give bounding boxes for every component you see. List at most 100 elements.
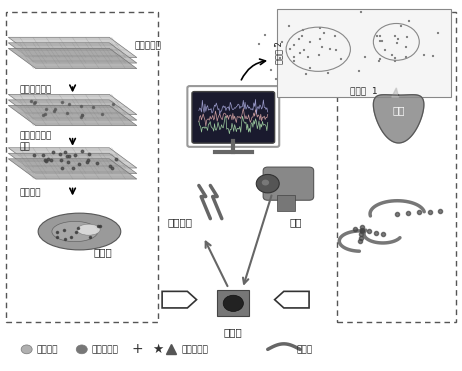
Point bbox=[430, 53, 437, 59]
Point bbox=[285, 23, 292, 29]
Point bbox=[302, 71, 310, 77]
Point bbox=[299, 27, 307, 33]
Point bbox=[379, 38, 386, 44]
Text: ★: ★ bbox=[152, 343, 163, 356]
Polygon shape bbox=[8, 48, 137, 69]
Point bbox=[356, 68, 363, 74]
Text: 纳米卷: 纳米卷 bbox=[296, 345, 312, 354]
Text: 传感器: 传感器 bbox=[224, 327, 243, 337]
Circle shape bbox=[76, 345, 87, 354]
Text: 超声成生纳米
颗粒: 超声成生纳米 颗粒 bbox=[20, 131, 52, 151]
Polygon shape bbox=[373, 95, 424, 143]
Text: 主成分 2: 主成分 2 bbox=[275, 42, 284, 65]
Polygon shape bbox=[8, 153, 137, 174]
Point bbox=[278, 39, 286, 45]
Text: +: + bbox=[131, 342, 143, 357]
Point bbox=[255, 42, 262, 47]
Circle shape bbox=[21, 345, 32, 354]
Point bbox=[332, 47, 340, 53]
Text: 纳米卷: 纳米卷 bbox=[93, 247, 112, 257]
Point bbox=[403, 34, 410, 40]
FancyBboxPatch shape bbox=[277, 9, 451, 97]
Point bbox=[318, 44, 325, 50]
Ellipse shape bbox=[38, 213, 121, 250]
Point bbox=[296, 50, 304, 56]
Point bbox=[405, 18, 412, 24]
Text: 拉曼信号: 拉曼信号 bbox=[168, 217, 193, 227]
Point bbox=[402, 55, 410, 60]
Point bbox=[338, 56, 345, 62]
Polygon shape bbox=[8, 105, 137, 126]
Point bbox=[300, 47, 308, 53]
Text: 主成分  1: 主成分 1 bbox=[350, 86, 378, 95]
Point bbox=[374, 33, 381, 39]
Point bbox=[327, 46, 334, 52]
FancyBboxPatch shape bbox=[263, 167, 314, 200]
Point bbox=[397, 23, 405, 29]
Point bbox=[276, 55, 284, 61]
Point bbox=[391, 58, 399, 64]
Text: 病症标志物: 病症标志物 bbox=[182, 345, 208, 354]
Point bbox=[272, 43, 279, 49]
Bar bbox=[277, 195, 295, 211]
Polygon shape bbox=[8, 100, 137, 120]
Polygon shape bbox=[8, 148, 137, 168]
Point bbox=[325, 70, 332, 76]
Point bbox=[295, 36, 303, 42]
Polygon shape bbox=[8, 159, 137, 179]
Circle shape bbox=[262, 180, 269, 186]
Point bbox=[320, 30, 328, 36]
Circle shape bbox=[223, 295, 243, 311]
Point bbox=[287, 46, 294, 52]
Point bbox=[375, 58, 383, 64]
Point bbox=[434, 30, 441, 36]
Point bbox=[291, 58, 298, 64]
Polygon shape bbox=[162, 291, 196, 308]
Point bbox=[420, 52, 428, 58]
Point bbox=[316, 36, 324, 42]
Point bbox=[391, 55, 399, 60]
Point bbox=[389, 52, 396, 58]
Point bbox=[331, 33, 338, 39]
Text: 吸附金属离子: 吸附金属离子 bbox=[20, 85, 52, 94]
Polygon shape bbox=[392, 88, 399, 97]
Point bbox=[358, 9, 365, 15]
Point bbox=[267, 68, 274, 73]
Point bbox=[377, 56, 384, 62]
Point bbox=[376, 38, 383, 44]
Point bbox=[402, 44, 409, 50]
Text: 金属纳米粒: 金属纳米粒 bbox=[92, 345, 119, 354]
Ellipse shape bbox=[52, 221, 98, 242]
Point bbox=[298, 33, 306, 39]
Point bbox=[272, 76, 280, 82]
Bar bbox=[217, 290, 249, 316]
Point bbox=[306, 39, 314, 45]
Ellipse shape bbox=[77, 224, 100, 235]
Point bbox=[393, 40, 400, 46]
Point bbox=[381, 47, 389, 53]
Circle shape bbox=[256, 174, 279, 193]
Point bbox=[391, 33, 398, 39]
Point bbox=[376, 33, 383, 39]
Polygon shape bbox=[8, 94, 137, 115]
Point bbox=[261, 32, 269, 37]
Text: 激光: 激光 bbox=[289, 217, 302, 227]
Polygon shape bbox=[274, 291, 309, 308]
Text: 金属离子: 金属离子 bbox=[37, 345, 58, 354]
Point bbox=[361, 54, 369, 60]
Point bbox=[317, 25, 324, 31]
Text: 唾液: 唾液 bbox=[392, 105, 405, 115]
FancyBboxPatch shape bbox=[192, 92, 274, 143]
FancyBboxPatch shape bbox=[337, 13, 456, 322]
Point bbox=[304, 54, 312, 60]
FancyBboxPatch shape bbox=[6, 13, 158, 322]
Point bbox=[394, 36, 401, 42]
Polygon shape bbox=[8, 37, 137, 58]
Point bbox=[290, 42, 298, 47]
Point bbox=[316, 52, 323, 58]
Text: 超声卷曲: 超声卷曲 bbox=[20, 188, 41, 197]
Text: 石墨烯材料: 石墨烯材料 bbox=[134, 41, 161, 50]
Point bbox=[290, 54, 298, 60]
Point bbox=[307, 65, 314, 71]
Polygon shape bbox=[8, 43, 137, 63]
